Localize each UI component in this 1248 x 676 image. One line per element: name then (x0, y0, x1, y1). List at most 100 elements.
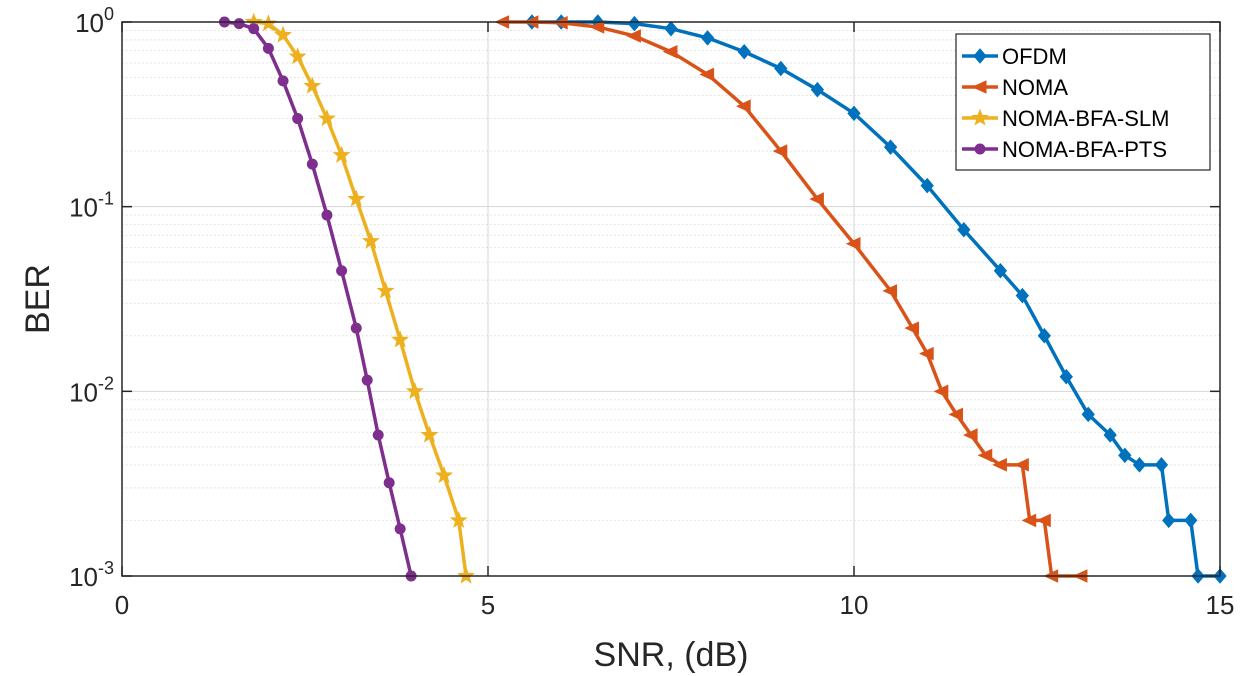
legend-label: NOMA (1002, 75, 1068, 100)
y-tick-base: 10 (75, 8, 104, 38)
data-point (332, 145, 351, 163)
legend-label: NOMA-BFA-PTS (1002, 137, 1167, 162)
data-point (1162, 512, 1176, 529)
legend: OFDM NOMA NOMA-BFA-SLM NOMA-BFA-PTS (955, 33, 1211, 171)
plot-area-frame (121, 21, 1221, 577)
data-point (957, 221, 971, 238)
data-point (977, 448, 993, 463)
y-tick-base: 10 (69, 562, 98, 592)
y-tick-exponent: -3 (98, 558, 114, 578)
legend-entry-noma: NOMA (962, 75, 1068, 100)
legend-label: OFDM (1002, 44, 1067, 69)
data-point (262, 42, 274, 54)
data-point (971, 108, 989, 126)
data-point (248, 23, 260, 35)
data-point (233, 18, 245, 30)
data-point (1037, 327, 1051, 344)
data-point (336, 265, 348, 277)
data-point (882, 284, 898, 298)
data-point (317, 109, 336, 127)
data-point (347, 189, 366, 207)
x-tick-label: 10 (840, 590, 869, 620)
data-point (288, 47, 307, 65)
data-point (1118, 447, 1132, 464)
data-point (974, 143, 986, 155)
data-point (1021, 513, 1037, 528)
data-point (919, 346, 934, 361)
data-point (847, 105, 861, 122)
data-point (376, 281, 395, 299)
data-point (292, 113, 304, 125)
series-line-noma-bfa-slm (253, 20, 468, 577)
data-point (405, 381, 424, 399)
x-tick-label: 0 (115, 590, 129, 620)
data-point (589, 20, 605, 34)
data-point (699, 67, 715, 82)
data-point (1059, 368, 1073, 385)
y-tick-exponent: 0 (104, 4, 114, 24)
data-point (350, 322, 362, 334)
y-tick-label: 10-3 (69, 558, 114, 592)
data-point (553, 16, 568, 30)
data-point (1184, 512, 1198, 529)
data-point (920, 177, 934, 194)
series-noma (494, 15, 1088, 583)
data-point (664, 20, 678, 37)
series-noma-bfa-pts (218, 16, 417, 582)
data-point (973, 48, 987, 64)
data-point (948, 407, 963, 422)
data-point (627, 15, 642, 32)
legend-box (955, 33, 1211, 171)
series-line-noma-bfa-pts (224, 20, 413, 577)
y-tick-exponent: -1 (98, 189, 114, 209)
data-point (992, 458, 1007, 472)
data-point (736, 99, 751, 113)
data-point (449, 510, 468, 529)
y-tick-label: 10-2 (69, 373, 114, 407)
y-axis-label: BER (19, 264, 57, 334)
data-point (1081, 406, 1095, 423)
data-point (259, 14, 278, 32)
data-point (274, 25, 293, 43)
data-point (361, 374, 373, 386)
data-point (303, 76, 322, 94)
y-tick-base: 10 (69, 377, 98, 407)
data-point (391, 330, 410, 348)
data-point (933, 384, 949, 399)
data-point (971, 80, 987, 94)
legend-entry-noma-bfa-pts: NOMA-BFA-PTS (962, 137, 1167, 162)
data-point (626, 29, 641, 43)
data-point (1132, 457, 1147, 473)
y-tick-label: 100 (75, 4, 114, 38)
series-layer (218, 12, 1227, 584)
y-tick-base: 10 (69, 193, 98, 223)
data-point (361, 231, 380, 249)
y-tick-label: 10-1 (69, 189, 114, 223)
data-point (962, 428, 978, 442)
data-point (277, 75, 289, 87)
data-point (1014, 458, 1029, 472)
data-point (435, 466, 454, 484)
data-point (993, 262, 1008, 279)
data-point (737, 43, 751, 60)
data-point (457, 566, 476, 584)
data-point (1036, 513, 1051, 528)
data-point (1154, 457, 1169, 473)
data-point (774, 60, 788, 77)
data-point (662, 44, 678, 59)
data-point (394, 523, 406, 535)
data-point (904, 321, 920, 335)
series-line-noma (502, 20, 1081, 578)
data-point (372, 429, 384, 441)
x-axis-label: SNR, (dB) (594, 636, 749, 674)
legend-entry-noma-bfa-slm: NOMA-BFA-SLM (962, 106, 1169, 131)
series-ofdm (525, 14, 1227, 584)
data-point (1103, 427, 1117, 443)
legend-entry-ofdm: OFDM (962, 44, 1067, 69)
data-point (810, 81, 825, 98)
data-point (1015, 287, 1030, 304)
data-point (321, 209, 333, 221)
data-point (700, 30, 715, 46)
data-point (845, 236, 861, 251)
